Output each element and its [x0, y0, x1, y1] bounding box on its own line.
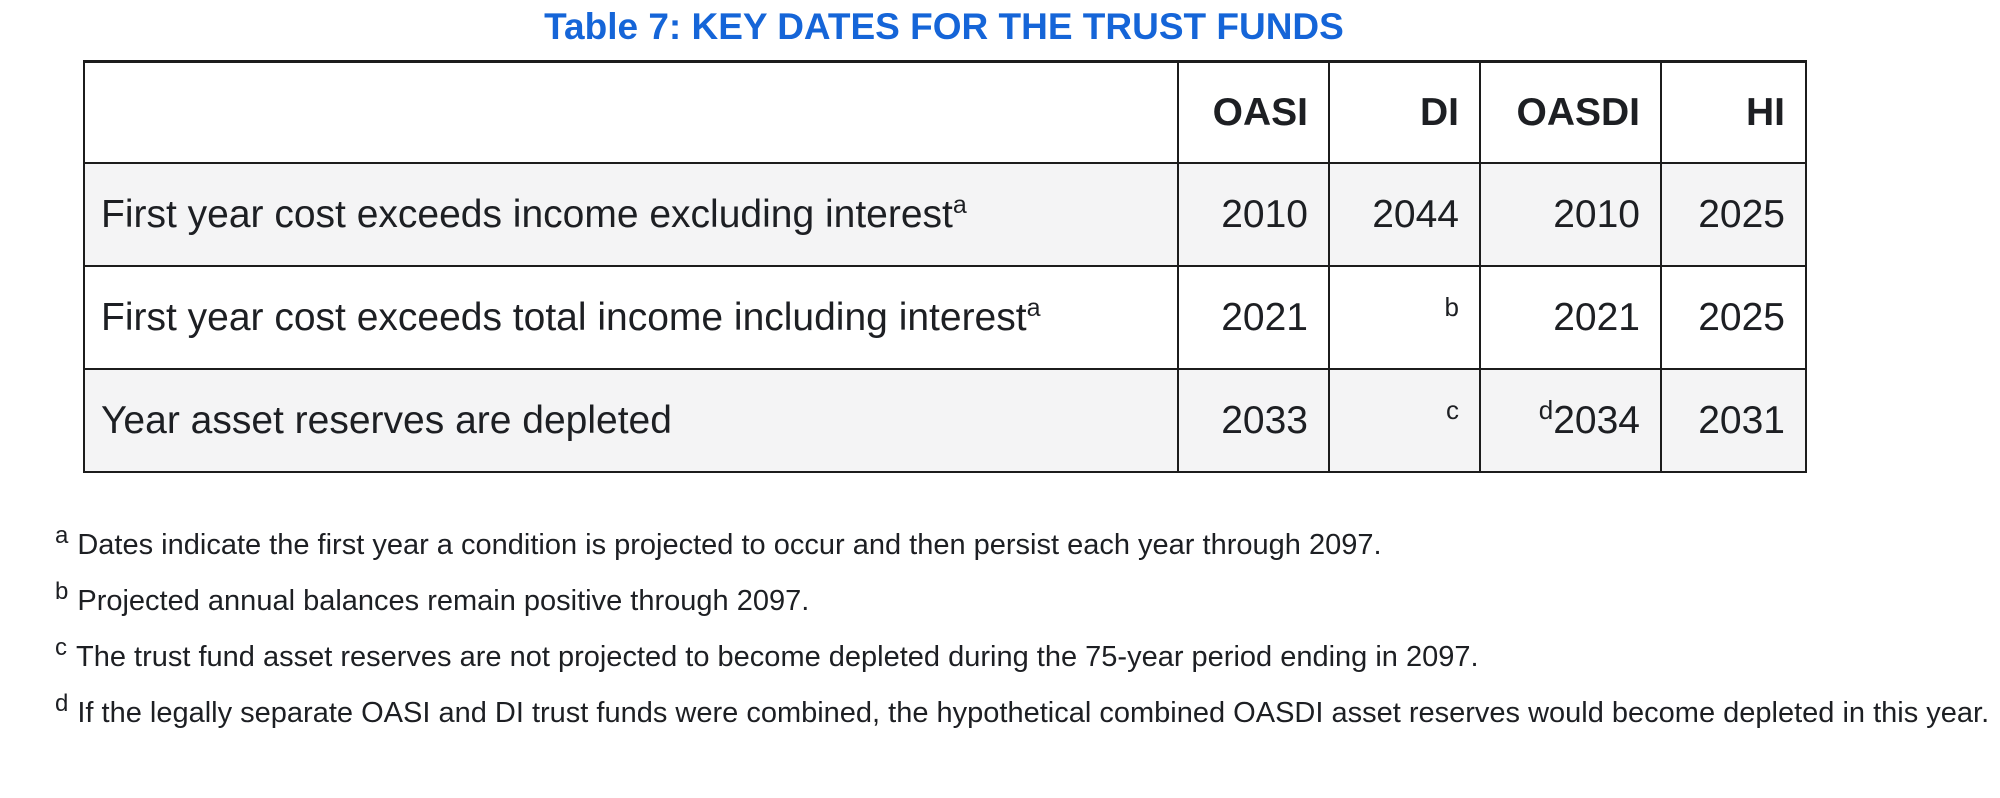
footnote-ref: a: [952, 190, 967, 219]
header-di: DI: [1328, 60, 1481, 164]
cell-di: 2044: [1328, 162, 1481, 267]
document-page: Table 7: KEY DATES FOR THE TRUST FUNDS O…: [0, 5, 2000, 798]
footnote-ref: b: [1444, 291, 1459, 322]
header-oasi: OASI: [1177, 60, 1330, 164]
footnote-text: Dates indicate the first year a conditio…: [77, 529, 1382, 561]
table-row-cost-exceeds-income-excl-interest: First year cost exceeds income excluding…: [83, 162, 1807, 267]
cell-oasdi: 2021: [1479, 265, 1662, 370]
cell-di: c: [1328, 368, 1481, 473]
cell-hi: 2031: [1660, 368, 1807, 473]
cell-hi: 2025: [1660, 265, 1807, 370]
row-label: Year asset reserves are depleted: [83, 368, 1179, 473]
footnote-ref: d: [1538, 394, 1554, 425]
header-oasdi: OASDI: [1479, 60, 1662, 164]
cell-oasdi: 2010: [1479, 162, 1662, 267]
footnote-text: Projected annual balances remain positiv…: [77, 585, 810, 617]
footnote-ref: a: [1026, 293, 1041, 322]
footnote-c: c The trust fund asset reserves are not p…: [55, 629, 1995, 685]
footnote-text: The trust fund asset reserves are not pr…: [76, 641, 1479, 673]
table-title: Table 7: KEY DATES FOR THE TRUST FUNDS: [544, 6, 1344, 47]
cell-oasdi: d2034: [1479, 368, 1662, 473]
footnote-text: If the legally separate OASI and DI trus…: [77, 697, 1990, 729]
cell-di: b: [1328, 265, 1481, 370]
row-label: First year cost exceeds total income inc…: [83, 265, 1179, 370]
table-row-year-reserves-depleted: Year asset reserves are depleted 2033 c …: [83, 368, 1807, 473]
footnote-d: d If the legally separate OASI and DI tru…: [55, 685, 1995, 741]
cell-oasi: 2021: [1177, 265, 1330, 370]
header-row: OASI DI OASDI HI: [83, 60, 1807, 164]
footnote-marker: c: [55, 634, 67, 662]
footnotes-section: a Dates indicate the first year a conditi…: [55, 517, 1995, 741]
table-row-cost-exceeds-total-income-incl-interest: First year cost exceeds total income inc…: [83, 265, 1807, 370]
footnote-a: a Dates indicate the first year a conditi…: [55, 517, 1995, 573]
cell-hi: 2025: [1660, 162, 1807, 267]
cell-oasi: 2033: [1177, 368, 1330, 473]
footnote-marker: a: [55, 522, 69, 550]
header-hi: HI: [1660, 60, 1807, 164]
key-dates-table: OASI DI OASDI HI First year cost exceeds…: [83, 60, 1807, 473]
row-label: First year cost exceeds income excluding…: [83, 162, 1179, 267]
header-empty-cell: [83, 60, 1179, 164]
cell-oasi: 2010: [1177, 162, 1330, 267]
footnote-ref: c: [1446, 394, 1459, 425]
footnote-marker: d: [55, 690, 69, 718]
footnote-b: b Projected annual balances remain positi…: [55, 573, 1995, 629]
footnote-marker: b: [55, 578, 69, 606]
